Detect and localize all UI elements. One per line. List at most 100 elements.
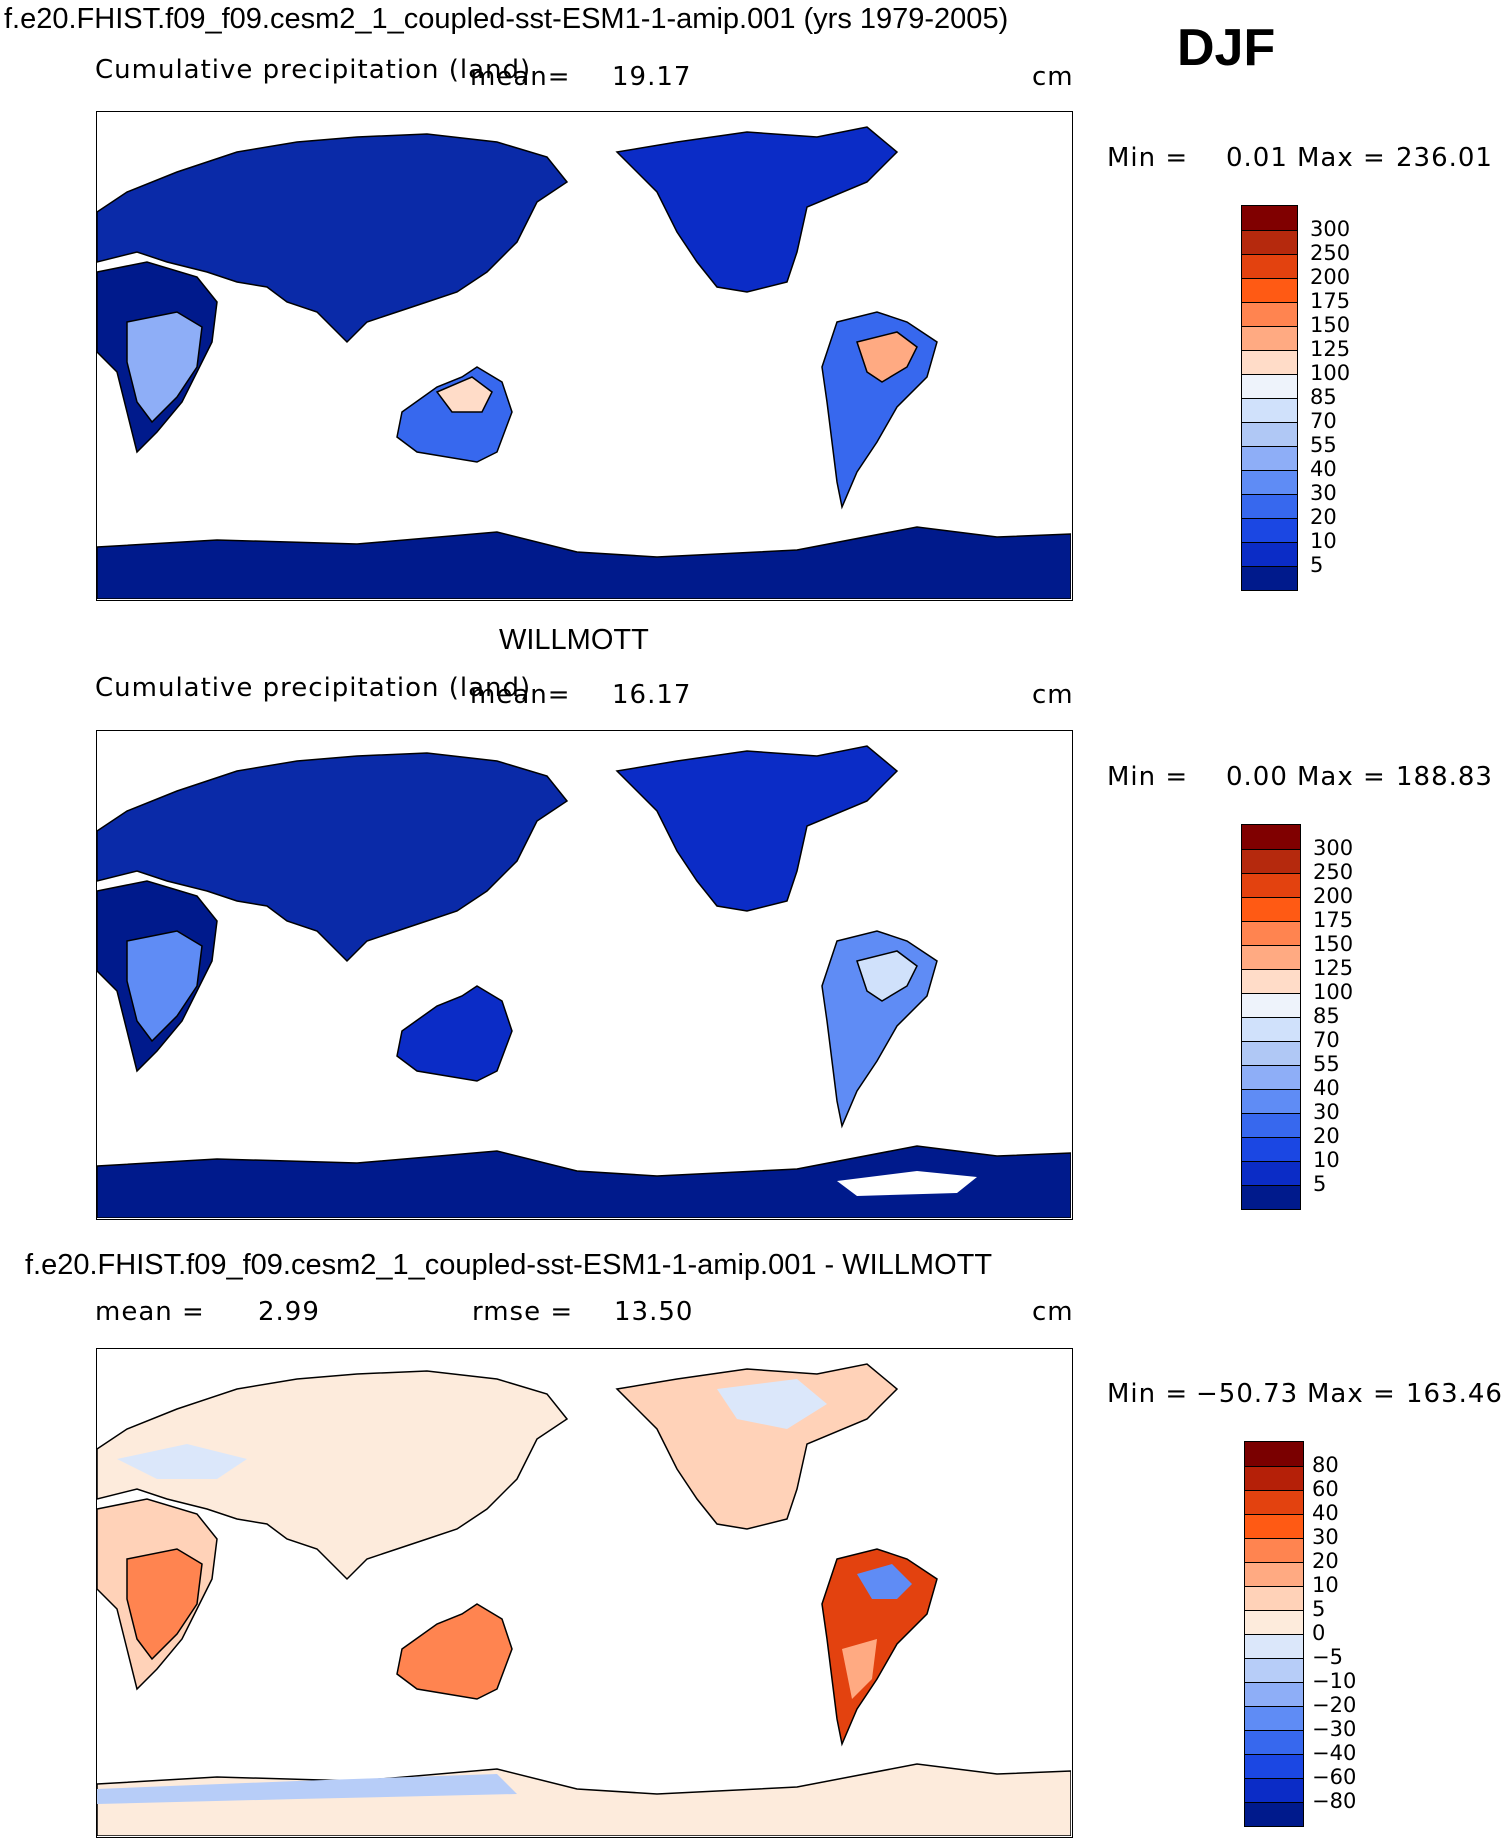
colorbar-tick-label: 85: [1310, 385, 1337, 409]
colorbar-segment: [1242, 230, 1297, 254]
panel3-mean-label: mean =: [95, 1297, 205, 1327]
colorbar-segment: [1242, 470, 1297, 494]
panel2-antarctica-land: [97, 1145, 1072, 1219]
panel3-colorbar-ticks: 80 60 40 30 20 10 5 0 −5 −10 −20 −30 −40 −60 −80: [1312, 1441, 1392, 1827]
colorbar-tick-label: 20: [1312, 1549, 1339, 1573]
colorbar-segment: [1242, 873, 1300, 897]
colorbar-segment: [1242, 921, 1300, 945]
colorbar-tick-label: 55: [1313, 1052, 1340, 1076]
colorbar-segment: [1242, 969, 1300, 993]
panel3-max-value: 163.46: [1406, 1379, 1501, 1409]
colorbar-tick-label: 70: [1310, 409, 1337, 433]
panel3-min-label: Min =: [1107, 1379, 1189, 1409]
panel1-map-svg: [97, 126, 1072, 600]
colorbar-tick-label: 30: [1312, 1525, 1339, 1549]
colorbar-segment: [1242, 518, 1297, 542]
panel1-mean-value: 19.17: [612, 62, 692, 92]
panel1-map: [96, 111, 1073, 601]
colorbar-tick-label: 250: [1310, 241, 1351, 265]
panel2-north-america-land: [615, 745, 899, 912]
colorbar-segment: [1242, 206, 1297, 230]
panel3-antarctica-land: [97, 1763, 1072, 1837]
panel2-min-label: Min =: [1107, 762, 1189, 792]
colorbar-segment: [1242, 446, 1297, 470]
colorbar-tick-label: −10: [1312, 1669, 1357, 1693]
colorbar-segment: [1242, 326, 1297, 350]
panel3-map: [96, 1348, 1073, 1838]
colorbar-segment: [1242, 278, 1297, 302]
panel2-south-america-land: [821, 930, 938, 1129]
colorbar-tick-label: 100: [1313, 980, 1354, 1004]
panel3-max-label: Max =: [1307, 1379, 1396, 1409]
colorbar-segment: [1245, 1802, 1303, 1826]
colorbar-segment: [1245, 1610, 1303, 1634]
colorbar-tick-label: 5: [1312, 1597, 1326, 1621]
colorbar-tick-label: −80: [1312, 1789, 1357, 1813]
panel1-subtitle: Cumulative precipitation (land): [95, 55, 532, 85]
colorbar-tick-label: 10: [1312, 1573, 1339, 1597]
colorbar-segment: [1242, 254, 1297, 278]
panel2-map-svg: [97, 745, 1072, 1219]
panel3-units: cm: [1032, 1297, 1074, 1327]
panel3-africa-land: [97, 1498, 218, 1691]
colorbar-segment: [1245, 1514, 1303, 1538]
panel3-min-value: −50.73: [1196, 1379, 1299, 1409]
colorbar-segment: [1245, 1490, 1303, 1514]
panel1-max-value: 236.01: [1396, 143, 1493, 173]
panel1-south-america-land: [821, 311, 938, 510]
colorbar-tick-label: 175: [1310, 289, 1351, 313]
colorbar-tick-label: 125: [1313, 956, 1354, 980]
panel1-units: cm: [1032, 62, 1074, 92]
colorbar-tick-label: 300: [1310, 217, 1351, 241]
panel3-map-svg: [97, 1363, 1072, 1837]
season-label: DJF: [1177, 19, 1276, 77]
colorbar-segment: [1242, 1137, 1300, 1161]
panel2-africa-land: [97, 880, 218, 1073]
colorbar-tick-label: 20: [1313, 1124, 1340, 1148]
panel2-max-value: 188.83: [1396, 762, 1493, 792]
panel2-australia-land: [396, 985, 513, 1082]
colorbar-tick-label: 40: [1312, 1501, 1339, 1525]
colorbar-tick-label: 0: [1312, 1621, 1326, 1645]
panel2-min-value: 0.00: [1226, 762, 1288, 792]
colorbar-segment: [1245, 1706, 1303, 1730]
panel3-eurasia-land: [97, 1370, 569, 1581]
colorbar-tick-label: 150: [1313, 932, 1354, 956]
colorbar-segment: [1242, 1185, 1300, 1209]
panel1-max-label: Max =: [1297, 143, 1386, 173]
colorbar-segment: [1242, 422, 1297, 446]
model-title: f.e20.FHIST.f09_f09.cesm2_1_coupled-sst-…: [4, 3, 1009, 35]
colorbar-segment: [1245, 1538, 1303, 1562]
colorbar-tick-label: 40: [1310, 457, 1337, 481]
colorbar-segment: [1242, 1017, 1300, 1041]
colorbar-tick-label: −30: [1312, 1717, 1357, 1741]
colorbar-tick-label: 250: [1313, 860, 1354, 884]
panel2-colorbar-ticks: 300 250 200 175 150 125 100 85 70 55 40 30 20 10 5: [1313, 824, 1393, 1210]
panel1-africa-land: [97, 261, 218, 454]
colorbar-segment: [1245, 1754, 1303, 1778]
colorbar-tick-label: 40: [1313, 1076, 1340, 1100]
panel2-max-label: Max =: [1297, 762, 1386, 792]
panel1-north-america-land: [615, 126, 899, 293]
colorbar-segment: [1242, 374, 1297, 398]
colorbar-tick-label: 150: [1310, 313, 1351, 337]
colorbar-segment: [1245, 1682, 1303, 1706]
colorbar-tick-label: −20: [1312, 1693, 1357, 1717]
colorbar-segment: [1242, 945, 1300, 969]
colorbar-segment: [1245, 1442, 1303, 1466]
colorbar-tick-label: 80: [1312, 1453, 1339, 1477]
colorbar-tick-label: −60: [1312, 1765, 1357, 1789]
colorbar-tick-label: 20: [1310, 505, 1337, 529]
panel1-colorbar: [1241, 205, 1298, 591]
colorbar-segment: [1242, 542, 1297, 566]
panel2-title: WILLMOTT: [499, 624, 649, 656]
colorbar-segment: [1242, 1065, 1300, 1089]
colorbar-segment: [1245, 1466, 1303, 1490]
colorbar-segment: [1242, 566, 1297, 590]
colorbar-tick-label: 10: [1313, 1148, 1340, 1172]
panel1-mean-label: mean=: [470, 62, 571, 92]
colorbar-segment: [1242, 350, 1297, 374]
colorbar-segment: [1242, 897, 1300, 921]
colorbar-segment: [1242, 993, 1300, 1017]
colorbar-tick-label: 175: [1313, 908, 1354, 932]
